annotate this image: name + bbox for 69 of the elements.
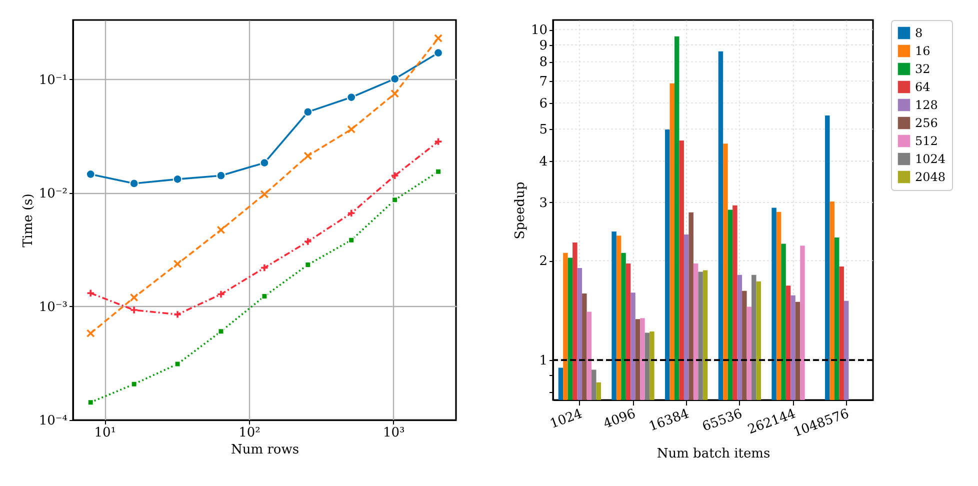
point [390,74,400,84]
point [173,310,182,319]
y-tick-label: 7 [539,74,548,90]
y-tick-label: 6 [539,96,548,112]
point [435,168,442,175]
point [172,174,182,184]
point [86,170,96,179]
point [129,178,139,188]
legend-label: 2048 [915,170,946,184]
x-axis-title: Num rows [230,442,300,458]
y-tick-label: 8 [539,55,548,70]
legend-label: 128 [915,98,938,112]
point [392,196,398,204]
point [130,293,138,302]
y-tick-label: 1 [539,354,548,369]
point [86,288,95,298]
y-tick-label: 10⁻³ [38,300,68,315]
point [130,380,138,388]
point [216,226,226,234]
point [218,328,224,335]
legend-label: 32 [915,62,930,76]
x-tick-label: 65536 [700,406,744,435]
y-tick-label: 9 [539,38,548,54]
y-tick-label: 3 [539,196,548,211]
legend-label: 8 [915,26,923,40]
point [346,92,356,102]
point [304,152,312,160]
point [174,360,181,368]
x-tick-label: 10¹ [94,426,116,440]
point [260,158,270,168]
point [434,34,443,43]
point [303,107,313,117]
point [434,48,443,58]
x-axis-title: Num batch items [656,446,770,462]
y-axis-title: Time (s) [20,194,36,248]
point [260,264,269,272]
x-tick-label: 1024 [548,406,584,432]
y-tick-label: 10 [530,23,548,38]
x-tick-label: 10² [238,426,260,440]
legend-label: 512 [915,134,938,148]
y-axis-title: Speedup [512,182,528,240]
point [347,125,356,134]
point [304,237,312,246]
point [216,170,226,180]
x-tick-label: 4096 [602,406,638,432]
point [261,292,268,300]
y-tick-label: 10⁻¹ [38,72,68,88]
point [348,236,355,244]
y-tick-label: 10⁻² [38,186,68,202]
point [390,171,400,180]
y-tick-label: 2 [539,254,548,270]
point [86,329,95,338]
legend-label: 256 [915,116,938,130]
point [390,89,400,98]
point [434,137,443,146]
legend-label: 16 [915,44,930,58]
x-tick-label: 10³ [382,426,405,440]
x-tick-label: 16384 [647,406,692,435]
point [130,306,138,314]
y-tick-label: 10⁻⁴ [38,414,68,428]
legend-label: 1024 [915,152,946,166]
point [260,190,269,198]
point [87,399,94,406]
point [173,260,182,268]
point [216,290,226,299]
y-tick-label: 5 [539,122,548,138]
y-tick-label: 4 [539,154,548,170]
point [347,208,356,218]
legend-label: 64 [915,80,931,94]
